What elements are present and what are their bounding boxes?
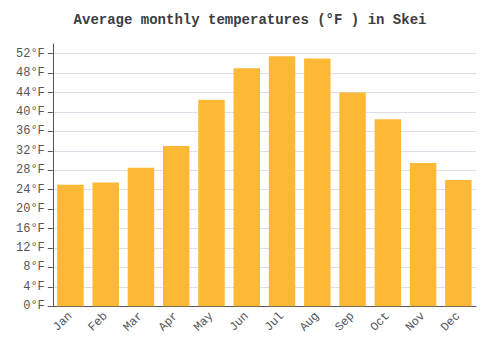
svg-text:40°F: 40°F	[16, 105, 45, 119]
svg-text:Mar: Mar	[121, 309, 146, 334]
svg-text:Aug: Aug	[297, 309, 322, 334]
svg-text:Apr: Apr	[156, 309, 181, 334]
svg-text:Jun: Jun	[227, 309, 252, 334]
svg-text:8°F: 8°F	[23, 260, 45, 274]
svg-text:0°F: 0°F	[23, 299, 45, 313]
svg-text:16°F: 16°F	[16, 222, 45, 236]
svg-text:32°F: 32°F	[16, 144, 45, 158]
svg-text:20°F: 20°F	[16, 202, 45, 216]
svg-text:4°F: 4°F	[23, 280, 45, 294]
svg-text:48°F: 48°F	[16, 66, 45, 80]
svg-text:Oct: Oct	[368, 309, 393, 334]
svg-text:36°F: 36°F	[16, 124, 45, 138]
svg-text:Jan: Jan	[50, 309, 75, 334]
svg-text:Dec: Dec	[438, 309, 463, 334]
svg-text:Feb: Feb	[85, 309, 110, 334]
svg-text:Sep: Sep	[332, 309, 357, 334]
svg-text:28°F: 28°F	[16, 163, 45, 177]
svg-text:May: May	[191, 309, 216, 334]
svg-text:Average monthly temperatures (: Average monthly temperatures (°F ) in Sk…	[74, 12, 427, 28]
svg-text:44°F: 44°F	[16, 86, 45, 100]
svg-text:52°F: 52°F	[16, 47, 45, 61]
svg-text:Jul: Jul	[262, 309, 287, 334]
svg-text:12°F: 12°F	[16, 241, 45, 255]
svg-text:24°F: 24°F	[16, 183, 45, 197]
svg-text:Nov: Nov	[403, 309, 428, 334]
